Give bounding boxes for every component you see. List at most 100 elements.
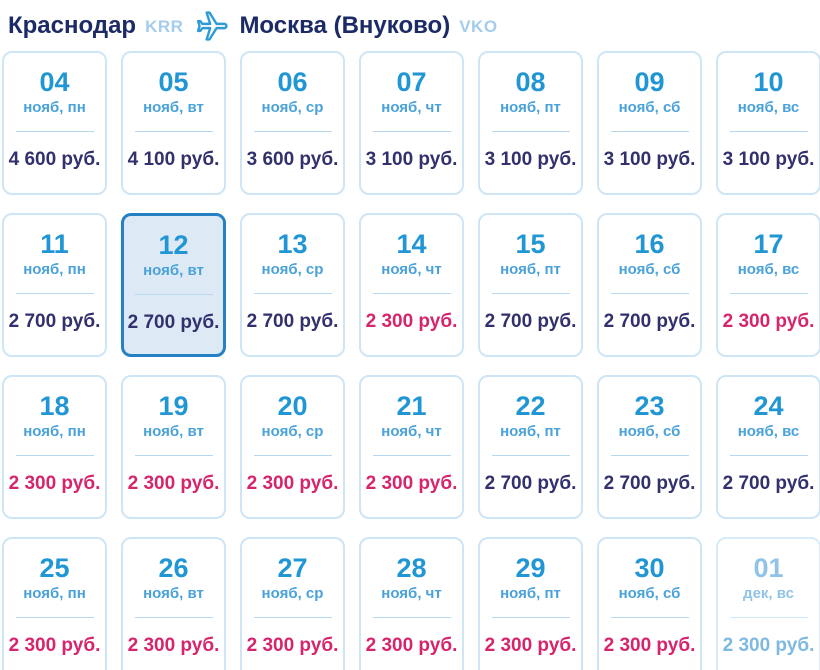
month-weekday-label: нояб, пн [23, 261, 86, 279]
cell-divider [134, 617, 213, 619]
day-number: 27 [277, 553, 308, 583]
day-number: 22 [515, 391, 546, 421]
month-weekday-label: нояб, пт [500, 585, 561, 603]
month-weekday-label: нояб, пт [500, 423, 561, 441]
day-number: 01 [753, 553, 784, 583]
price-label: 2 300 руб. [127, 473, 220, 495]
month-weekday-label: нояб, пн [23, 585, 86, 603]
date-cell-14[interactable]: 14 нояб, чт 2 300 руб. [359, 213, 464, 357]
date-cell-24[interactable]: 24 нояб, вс 2 700 руб. [716, 375, 820, 519]
cell-divider [491, 617, 570, 619]
plane-icon [193, 9, 233, 43]
month-weekday-label: нояб, вт [143, 423, 204, 441]
price-calendar-grid: 04 нояб, пн 4 600 руб. 05 нояб, вт 4 100… [0, 51, 820, 670]
date-cell-06[interactable]: 06 нояб, ср 3 600 руб. [240, 51, 345, 195]
month-weekday-label: нояб, вт [143, 262, 204, 280]
date-cell-28[interactable]: 28 нояб, чт 2 300 руб. [359, 537, 464, 670]
date-cell-07[interactable]: 07 нояб, чт 3 100 руб. [359, 51, 464, 195]
day-number: 05 [158, 67, 189, 97]
cell-divider [491, 455, 570, 457]
cell-divider [729, 131, 808, 133]
date-cell-25[interactable]: 25 нояб, пн 2 300 руб. [2, 537, 107, 670]
date-cell-17[interactable]: 17 нояб, вс 2 300 руб. [716, 213, 820, 357]
day-number: 16 [634, 229, 665, 259]
price-label: 4 600 руб. [8, 149, 101, 171]
price-label: 2 300 руб. [365, 473, 458, 495]
cell-divider [372, 617, 451, 619]
date-cell-19[interactable]: 19 нояб, вт 2 300 руб. [121, 375, 226, 519]
month-weekday-label: нояб, чт [381, 423, 442, 441]
cell-divider [134, 455, 213, 457]
price-label: 3 100 руб. [365, 149, 458, 171]
cell-divider [491, 131, 570, 133]
cell-divider [729, 455, 808, 457]
date-cell-30[interactable]: 30 нояб, сб 2 300 руб. [597, 537, 702, 670]
date-cell-16[interactable]: 16 нояб, сб 2 700 руб. [597, 213, 702, 357]
date-cell-20[interactable]: 20 нояб, ср 2 300 руб. [240, 375, 345, 519]
day-number: 11 [40, 229, 69, 259]
price-label: 2 300 руб. [8, 473, 101, 495]
day-number: 18 [39, 391, 70, 421]
date-cell-29[interactable]: 29 нояб, пт 2 300 руб. [478, 537, 583, 670]
price-label: 2 700 руб. [8, 311, 101, 333]
date-cell-15[interactable]: 15 нояб, пт 2 700 руб. [478, 213, 583, 357]
date-cell-12[interactable]: 12 нояб, вт 2 700 руб. [121, 213, 226, 357]
cell-divider [134, 131, 213, 133]
date-cell-10[interactable]: 10 нояб, вс 3 100 руб. [716, 51, 820, 195]
date-cell-26[interactable]: 26 нояб, вт 2 300 руб. [121, 537, 226, 670]
day-number: 15 [515, 229, 546, 259]
date-cell-27[interactable]: 27 нояб, ср 2 300 руб. [240, 537, 345, 670]
price-label: 3 100 руб. [484, 149, 577, 171]
month-weekday-label: нояб, вс [737, 99, 800, 117]
price-label: 2 300 руб. [484, 635, 577, 657]
day-number: 21 [396, 391, 427, 421]
destination-city: Москва (Внуково) [239, 11, 451, 39]
price-label: 2 700 руб. [246, 311, 339, 333]
price-label: 2 300 руб. [127, 635, 220, 657]
day-number: 07 [396, 67, 427, 97]
price-label: 2 300 руб. [722, 635, 815, 657]
day-number: 13 [277, 229, 308, 259]
month-weekday-label: нояб, чт [381, 585, 442, 603]
month-weekday-label: нояб, пн [23, 423, 86, 441]
date-cell-13[interactable]: 13 нояб, ср 2 700 руб. [240, 213, 345, 357]
day-number: 08 [515, 67, 546, 97]
day-number: 17 [753, 229, 784, 259]
day-number: 06 [277, 67, 308, 97]
date-cell-23[interactable]: 23 нояб, сб 2 700 руб. [597, 375, 702, 519]
date-cell-18[interactable]: 18 нояб, пн 2 300 руб. [2, 375, 107, 519]
cell-divider [372, 455, 451, 457]
month-weekday-label: нояб, чт [381, 261, 442, 279]
date-cell-01[interactable]: 01 дек, вс 2 300 руб. [716, 537, 820, 670]
price-label: 2 300 руб. [365, 311, 458, 333]
date-cell-11[interactable]: 11 нояб, пн 2 700 руб. [2, 213, 107, 357]
month-weekday-label: нояб, ср [261, 585, 324, 603]
day-number: 28 [396, 553, 427, 583]
month-weekday-label: нояб, сб [618, 585, 681, 603]
cell-divider [253, 293, 332, 295]
price-label: 2 700 руб. [722, 473, 815, 495]
month-weekday-label: дек, вс [743, 585, 794, 603]
price-label: 2 300 руб. [8, 635, 101, 657]
date-cell-04[interactable]: 04 нояб, пн 4 600 руб. [2, 51, 107, 195]
price-label: 2 700 руб. [484, 311, 577, 333]
cell-divider [610, 131, 689, 133]
date-cell-08[interactable]: 08 нояб, пт 3 100 руб. [478, 51, 583, 195]
month-weekday-label: нояб, вс [737, 261, 800, 279]
price-label: 3 100 руб. [722, 149, 815, 171]
price-label: 2 300 руб. [246, 635, 339, 657]
cell-divider [134, 294, 213, 296]
day-number: 25 [39, 553, 70, 583]
day-number: 24 [753, 391, 784, 421]
date-cell-22[interactable]: 22 нояб, пт 2 700 руб. [478, 375, 583, 519]
price-label: 4 100 руб. [127, 149, 220, 171]
cell-divider [253, 455, 332, 457]
cell-divider [491, 293, 570, 295]
date-cell-05[interactable]: 05 нояб, вт 4 100 руб. [121, 51, 226, 195]
month-weekday-label: нояб, вт [143, 585, 204, 603]
month-weekday-label: нояб, ср [261, 261, 324, 279]
date-cell-09[interactable]: 09 нояб, сб 3 100 руб. [597, 51, 702, 195]
date-cell-21[interactable]: 21 нояб, чт 2 300 руб. [359, 375, 464, 519]
month-weekday-label: нояб, вт [143, 99, 204, 117]
price-label: 3 600 руб. [246, 149, 339, 171]
